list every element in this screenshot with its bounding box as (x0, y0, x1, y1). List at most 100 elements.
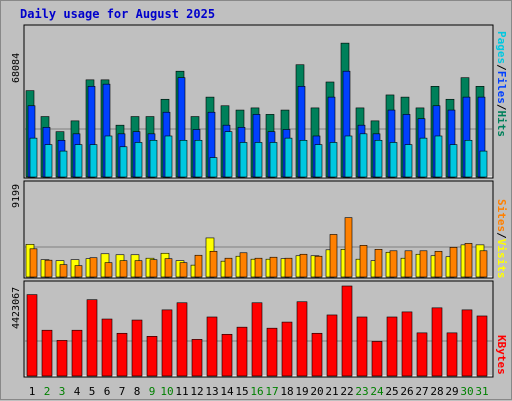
top-panel-legend: Pages/Files/Hits (495, 31, 508, 137)
sites-bar (29, 248, 38, 278)
day-label: 2 (44, 385, 51, 398)
sites-bar (239, 252, 248, 278)
sites-bar (179, 262, 188, 278)
legend-item: / (495, 103, 508, 111)
day-label: 1 (29, 385, 36, 398)
day-label: 28 (430, 385, 443, 398)
kbytes-bar (311, 332, 323, 377)
kbytes-bar (116, 332, 128, 377)
pages-bar (299, 139, 308, 178)
kbytes-bar (146, 336, 158, 377)
pages-bar (284, 137, 293, 178)
day-label: 9 (149, 385, 156, 398)
pages-bar (434, 135, 443, 178)
kbytes-bar (431, 307, 443, 377)
sites-bar (89, 257, 98, 278)
kbytes-bar (251, 302, 263, 377)
kbytes-bar (476, 315, 488, 377)
kbytes-bar (386, 316, 398, 377)
kbytes-bar (326, 314, 338, 377)
kbytes-bar (221, 333, 233, 377)
day-label: 8 (134, 385, 141, 398)
day-label: 13 (205, 385, 218, 398)
kbytes-bar (71, 329, 83, 377)
kbytes-bar (236, 326, 248, 377)
kbytes-bar (86, 299, 98, 377)
pages-bar (59, 150, 68, 178)
kbytes-bar (371, 341, 383, 377)
sites-bar (284, 257, 293, 278)
sites-bar (329, 234, 338, 278)
sites-bar (479, 250, 488, 278)
pages-bar (194, 139, 203, 178)
day-label: 6 (104, 385, 111, 398)
day-label: 26 (400, 385, 413, 398)
day-label: 10 (160, 385, 173, 398)
pages-bar (134, 142, 143, 178)
sites-bar (74, 265, 83, 278)
pages-bar (479, 150, 488, 178)
pages-bar (254, 142, 263, 178)
sites-bar (134, 260, 143, 278)
legend-item: / (495, 64, 508, 71)
kbytes-bar (401, 311, 413, 377)
day-label: 14 (220, 385, 234, 398)
sites-bar (104, 262, 113, 278)
pages-bar (374, 139, 383, 178)
kbytes-bar (281, 321, 293, 377)
sites-bar (359, 245, 368, 278)
sites-bar (149, 259, 158, 278)
day-label: 24 (370, 385, 384, 398)
pages-bar (89, 144, 98, 178)
kbytes-bar (176, 302, 188, 377)
pages-bar (224, 131, 233, 178)
legend-item: / (495, 232, 508, 239)
sites-bar (374, 249, 383, 278)
sites-bar (119, 260, 128, 278)
sites-bar (194, 254, 203, 278)
pages-bar (389, 142, 398, 178)
bot-panel-legend: KBytes (495, 335, 508, 375)
day-label: 3 (59, 385, 66, 398)
pages-bar (239, 142, 248, 178)
day-label: 17 (265, 385, 278, 398)
pages-bar (344, 135, 353, 178)
pages-bar (314, 144, 323, 178)
day-label: 7 (119, 385, 126, 398)
pages-bar (209, 157, 218, 178)
pages-bar (359, 133, 368, 178)
kbytes-bar (296, 301, 308, 377)
sites-bar (299, 253, 308, 278)
pages-bar (179, 139, 188, 178)
sites-bar (434, 250, 443, 278)
pages-bar (74, 144, 83, 178)
day-label: 20 (310, 385, 323, 398)
pages-bar (119, 146, 128, 178)
day-label: 4 (74, 385, 81, 398)
sites-bar (464, 243, 473, 278)
kbytes-bar (341, 285, 353, 377)
pages-bar (29, 137, 38, 178)
pages-bar (464, 139, 473, 178)
sites-bar (404, 250, 413, 278)
sites-bar (344, 217, 353, 278)
pages-bar (449, 144, 458, 178)
day-label: 30 (460, 385, 473, 398)
legend-item: Files (495, 70, 508, 104)
day-label: 27 (415, 385, 428, 398)
day-label: 22 (340, 385, 353, 398)
day-label: 25 (385, 385, 398, 398)
bot-panel-max-label: 4423067 (11, 286, 22, 329)
legend-item: KBytes (495, 335, 508, 375)
day-label: 31 (475, 385, 488, 398)
sites-bar (269, 256, 278, 278)
day-label: 19 (295, 385, 308, 398)
sites-bar (224, 257, 233, 278)
kbytes-bar (131, 319, 143, 377)
sites-bar (254, 257, 263, 278)
kbytes-bar (446, 332, 458, 377)
day-label: 12 (190, 385, 203, 398)
day-label: 16 (250, 385, 263, 398)
